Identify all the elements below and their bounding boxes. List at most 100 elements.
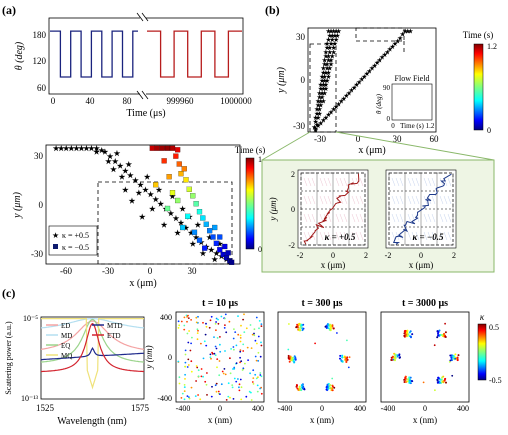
c-ylabel: Scattering power (a.u.) [4, 321, 13, 395]
snapshot-1-particle [235, 380, 238, 383]
snapshot-3-stray [448, 361, 451, 363]
b-point-band-24: ★ [321, 57, 327, 65]
point-star-23: ★ [167, 209, 174, 218]
point-square-16 [207, 228, 213, 234]
panel-a-bottom-axes [45, 144, 241, 265]
snapshot-1-particle [257, 376, 259, 379]
b-point-band-50: ★ [321, 89, 327, 97]
snapshot-2-stray [347, 366, 350, 369]
b-point-band-66: ★ [311, 124, 317, 132]
snapshot-1-particle [200, 368, 203, 370]
panel-b-label: (b) [265, 3, 280, 17]
snapshot-2-particle [297, 388, 300, 391]
snapshot-3-particle [406, 331, 409, 334]
snapshot-1-particle [253, 328, 256, 331]
snapshot-1-particle [254, 339, 257, 342]
b-point-band-0: ★ [325, 28, 331, 36]
snapshot-3-particle [394, 353, 397, 356]
b-inset-x12: 1.2 [426, 122, 435, 130]
spectrum-mtd [41, 347, 145, 361]
snapshot-1-particle [243, 331, 246, 333]
b-point-band-11: ★ [333, 36, 339, 44]
snapshot-1-particle [178, 324, 181, 327]
c-legend [46, 324, 104, 356]
flow-vector [439, 177, 444, 187]
point-square-10 [186, 186, 192, 192]
b-point-line-5: ★ [394, 37, 400, 45]
theta-line-2 [147, 30, 242, 78]
snapshot-1-particle [189, 349, 192, 352]
s1-xtick-0: 0 [218, 404, 222, 413]
snapshot-1-particle [242, 318, 245, 321]
flow-vector [411, 213, 416, 223]
flow-vector [339, 231, 344, 241]
point-star-16: ★ [132, 176, 139, 185]
b-point-line-1: ★ [405, 28, 411, 36]
snapshot-3-particle [436, 336, 439, 339]
z2-xlabel: x (μm) [409, 260, 434, 270]
point-square-15 [203, 221, 209, 227]
snapshot-1-particle [205, 344, 208, 347]
snapshot-1-particle [215, 321, 218, 323]
c-legend-etd: ETD [107, 332, 121, 340]
s1-xtick-m400: -400 [176, 404, 191, 413]
b-point-band-61: ★ [316, 110, 322, 118]
snapshot-1-axes [175, 311, 265, 403]
b-point-band-65: ★ [314, 121, 320, 129]
snapshot-1-particle [240, 386, 243, 389]
snapshot-1-particle [196, 338, 199, 341]
snapshot-1-particle [255, 377, 258, 380]
flow-vector [439, 231, 444, 241]
snapshot-1-particle [210, 315, 213, 318]
snapshot-1-particle [238, 383, 241, 386]
point-star-44: ★ [161, 220, 168, 229]
b-point-band-38: ★ [325, 73, 331, 81]
snapshot-1-particle [237, 378, 239, 380]
flow-vector [351, 195, 356, 205]
flow-vector [323, 177, 328, 187]
snapshot-1-particle [252, 383, 255, 385]
snapshot-1-particle [239, 361, 242, 364]
snapshot-1-particle [199, 398, 202, 401]
flow-vector [323, 195, 328, 205]
snapshot-1-particle [211, 385, 213, 388]
flow-vector [351, 231, 356, 241]
flow-vector [431, 177, 436, 187]
point-star-0: ★ [53, 144, 60, 153]
snapshot-1-particle [214, 384, 217, 387]
b-point-band-7: ★ [332, 32, 338, 40]
b-point-band-67: ★ [313, 126, 319, 134]
point-square-39 [153, 182, 159, 188]
b-point-line-23: ★ [348, 87, 354, 95]
flow-vector [399, 195, 404, 205]
a2-cb-title: Time (s) [235, 145, 265, 155]
snapshot-1-particle [257, 360, 260, 362]
b-point-band-54: ★ [318, 98, 324, 106]
b-point-band-51: ★ [316, 93, 322, 101]
snapshot-3-particle [443, 379, 446, 382]
point-star-11: ★ [107, 152, 114, 161]
s2-xtick-m400: -400 [278, 404, 293, 413]
flow-cell [316, 226, 334, 246]
snapshot-1-particle [227, 395, 230, 398]
flow-vector [327, 195, 332, 205]
flow-vector [335, 231, 340, 241]
b-point-band-53: ★ [315, 98, 321, 106]
snapshot-1-particle [239, 356, 242, 359]
b-ylabel: y (μm) [276, 66, 287, 94]
b-point-band-44: ★ [323, 81, 329, 89]
s-ytick-0: 0 [168, 353, 172, 362]
snapshot-1-particle [233, 377, 236, 380]
snapshot-1-particle [186, 395, 189, 397]
b-inset-xlabel: Time (s) [400, 122, 424, 130]
flow-vector [359, 231, 364, 241]
b-point-line-25: ★ [343, 92, 349, 100]
c-xlabel: Wavelength (nm) [57, 416, 126, 427]
b-point-band-31: ★ [324, 65, 330, 73]
snapshot-3-particle [394, 355, 397, 358]
snapshot-1-particle [190, 370, 193, 373]
flow-vector [323, 231, 328, 241]
b-point-band-56: ★ [315, 102, 321, 110]
b-point-line-17: ★ [364, 70, 370, 78]
